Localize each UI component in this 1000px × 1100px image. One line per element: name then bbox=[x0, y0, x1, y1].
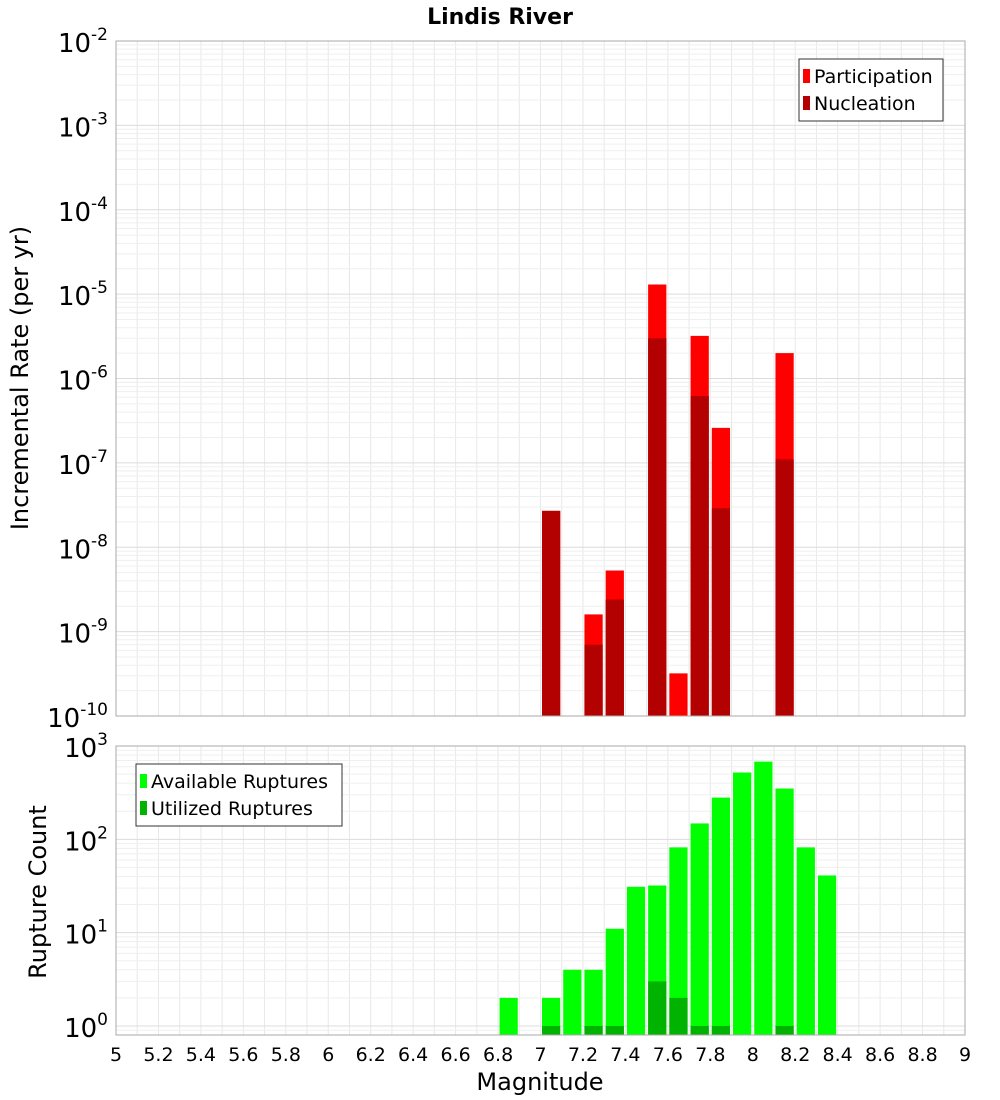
top-y-axis-label: Incremental Rate (per yr) bbox=[6, 226, 34, 530]
bottom-legend-box bbox=[135, 763, 343, 827]
bottom-bar bbox=[584, 969, 603, 1035]
bottom-legend-swatch bbox=[140, 774, 147, 788]
bottom-bar bbox=[733, 772, 752, 1035]
top-y-tick-label: 10-4 bbox=[58, 194, 108, 228]
x-tick-label: 5.4 bbox=[186, 1044, 216, 1066]
top-legend-label: Participation bbox=[814, 66, 933, 88]
bottom-bar bbox=[711, 1025, 731, 1035]
x-tick-label: 5.2 bbox=[143, 1044, 173, 1066]
top-y-tick-label: 10-10 bbox=[47, 700, 108, 734]
top-grid bbox=[115, 40, 966, 717]
bottom-y-tick-label: 100 bbox=[64, 1010, 108, 1044]
bottom-bar bbox=[817, 875, 837, 1035]
top-plot: 10-10 10-9 10-8 10-7 10-6 10-5 10-4 10-3 10-2 Par… bbox=[47, 25, 966, 734]
bottom-series-available-ruptures bbox=[499, 761, 837, 1035]
x-axis-label: Magnitude bbox=[476, 1068, 603, 1096]
x-tick-label: 6.4 bbox=[398, 1044, 428, 1066]
bottom-series-utilized-ruptures bbox=[542, 981, 794, 1035]
x-tick-label: 8.8 bbox=[907, 1044, 937, 1066]
bottom-bar bbox=[626, 886, 646, 1035]
bottom-bar bbox=[690, 823, 709, 1035]
x-tick-label: 6.2 bbox=[356, 1044, 386, 1066]
top-legend-swatch bbox=[803, 96, 810, 110]
bottom-bar bbox=[584, 1025, 603, 1035]
x-tick-label: 8 bbox=[747, 1044, 759, 1066]
bottom-y-axis-label: Rupture Count bbox=[24, 805, 52, 979]
top-bar bbox=[605, 599, 624, 716]
bottom-bar bbox=[542, 1025, 561, 1035]
x-tick-label: 5.8 bbox=[271, 1044, 301, 1066]
x-tick-label: 5 bbox=[110, 1044, 122, 1066]
bottom-bar bbox=[669, 997, 688, 1035]
x-tick-label: 6.8 bbox=[483, 1044, 513, 1066]
top-plot-frame bbox=[115, 40, 966, 717]
top-bar bbox=[775, 459, 794, 716]
bottom-y-tick-label: 101 bbox=[64, 917, 108, 951]
bottom-plot-frame bbox=[115, 745, 966, 1036]
x-tick-label: 8.6 bbox=[865, 1044, 895, 1066]
x-tick-label: 5.6 bbox=[228, 1044, 258, 1066]
bottom-bar bbox=[605, 1025, 624, 1035]
bottom-bar bbox=[669, 847, 688, 1035]
top-legend-label: Nucleation bbox=[814, 93, 916, 115]
top-y-tick-label: 10-9 bbox=[58, 616, 108, 650]
bottom-bar bbox=[796, 847, 815, 1035]
bottom-bar bbox=[542, 997, 561, 1035]
bottom-bar bbox=[754, 761, 773, 1035]
x-tick-label: 7.8 bbox=[695, 1044, 725, 1066]
top-legend-swatch bbox=[803, 69, 810, 83]
bottom-bar bbox=[775, 1025, 794, 1035]
top-y-tick-label: 10-2 bbox=[58, 25, 108, 59]
top-y-tick-label: 10-6 bbox=[58, 363, 108, 397]
bottom-bar bbox=[648, 981, 667, 1035]
top-bar bbox=[584, 644, 603, 716]
x-tick-label: 8.2 bbox=[780, 1044, 810, 1066]
x-tick-label: 7.6 bbox=[653, 1044, 683, 1066]
top-bar bbox=[648, 338, 667, 716]
top-bar bbox=[711, 508, 731, 716]
bottom-bar bbox=[563, 969, 582, 1035]
bottom-bar bbox=[499, 997, 518, 1035]
bottom-bar bbox=[711, 797, 731, 1035]
top-bar bbox=[542, 510, 561, 716]
bottom-legend-swatch bbox=[140, 801, 147, 815]
top-legend-box bbox=[798, 58, 944, 122]
top-series-nucleation bbox=[542, 338, 794, 716]
top-y-tick-label: 10-8 bbox=[58, 531, 108, 565]
x-tick-label: 6 bbox=[322, 1044, 334, 1066]
x-tick-label: 7.4 bbox=[610, 1044, 640, 1066]
x-tick-label: 8.4 bbox=[823, 1044, 853, 1066]
bottom-y-tick-label: 103 bbox=[64, 730, 108, 764]
bottom-legend-label: Available Ruptures bbox=[151, 771, 328, 793]
bottom-legend-label: Utilized Ruptures bbox=[151, 798, 313, 820]
bottom-bar bbox=[690, 1025, 709, 1035]
x-tick-label: 6.6 bbox=[440, 1044, 470, 1066]
chart-title: Lindis River bbox=[427, 5, 573, 30]
top-bar bbox=[669, 673, 688, 716]
top-y-tick-label: 10-5 bbox=[58, 278, 108, 312]
top-legend: Participation Nucleation bbox=[798, 58, 944, 122]
bottom-legend: Available Ruptures Utilized Ruptures bbox=[135, 763, 343, 827]
top-y-tick-label: 10-3 bbox=[58, 109, 108, 143]
bottom-plot: 100 101 102 103 Available Ruptures Utilized R… bbox=[64, 730, 971, 1066]
x-tick-label: 7.2 bbox=[568, 1044, 598, 1066]
top-y-tick-label: 10-7 bbox=[58, 447, 108, 481]
bottom-bar bbox=[605, 928, 624, 1035]
bottom-bar bbox=[775, 788, 794, 1035]
x-tick-label: 7 bbox=[534, 1044, 546, 1066]
bottom-y-tick-label: 102 bbox=[64, 823, 108, 857]
top-bar bbox=[690, 396, 709, 716]
x-tick-label: 9 bbox=[959, 1044, 971, 1066]
